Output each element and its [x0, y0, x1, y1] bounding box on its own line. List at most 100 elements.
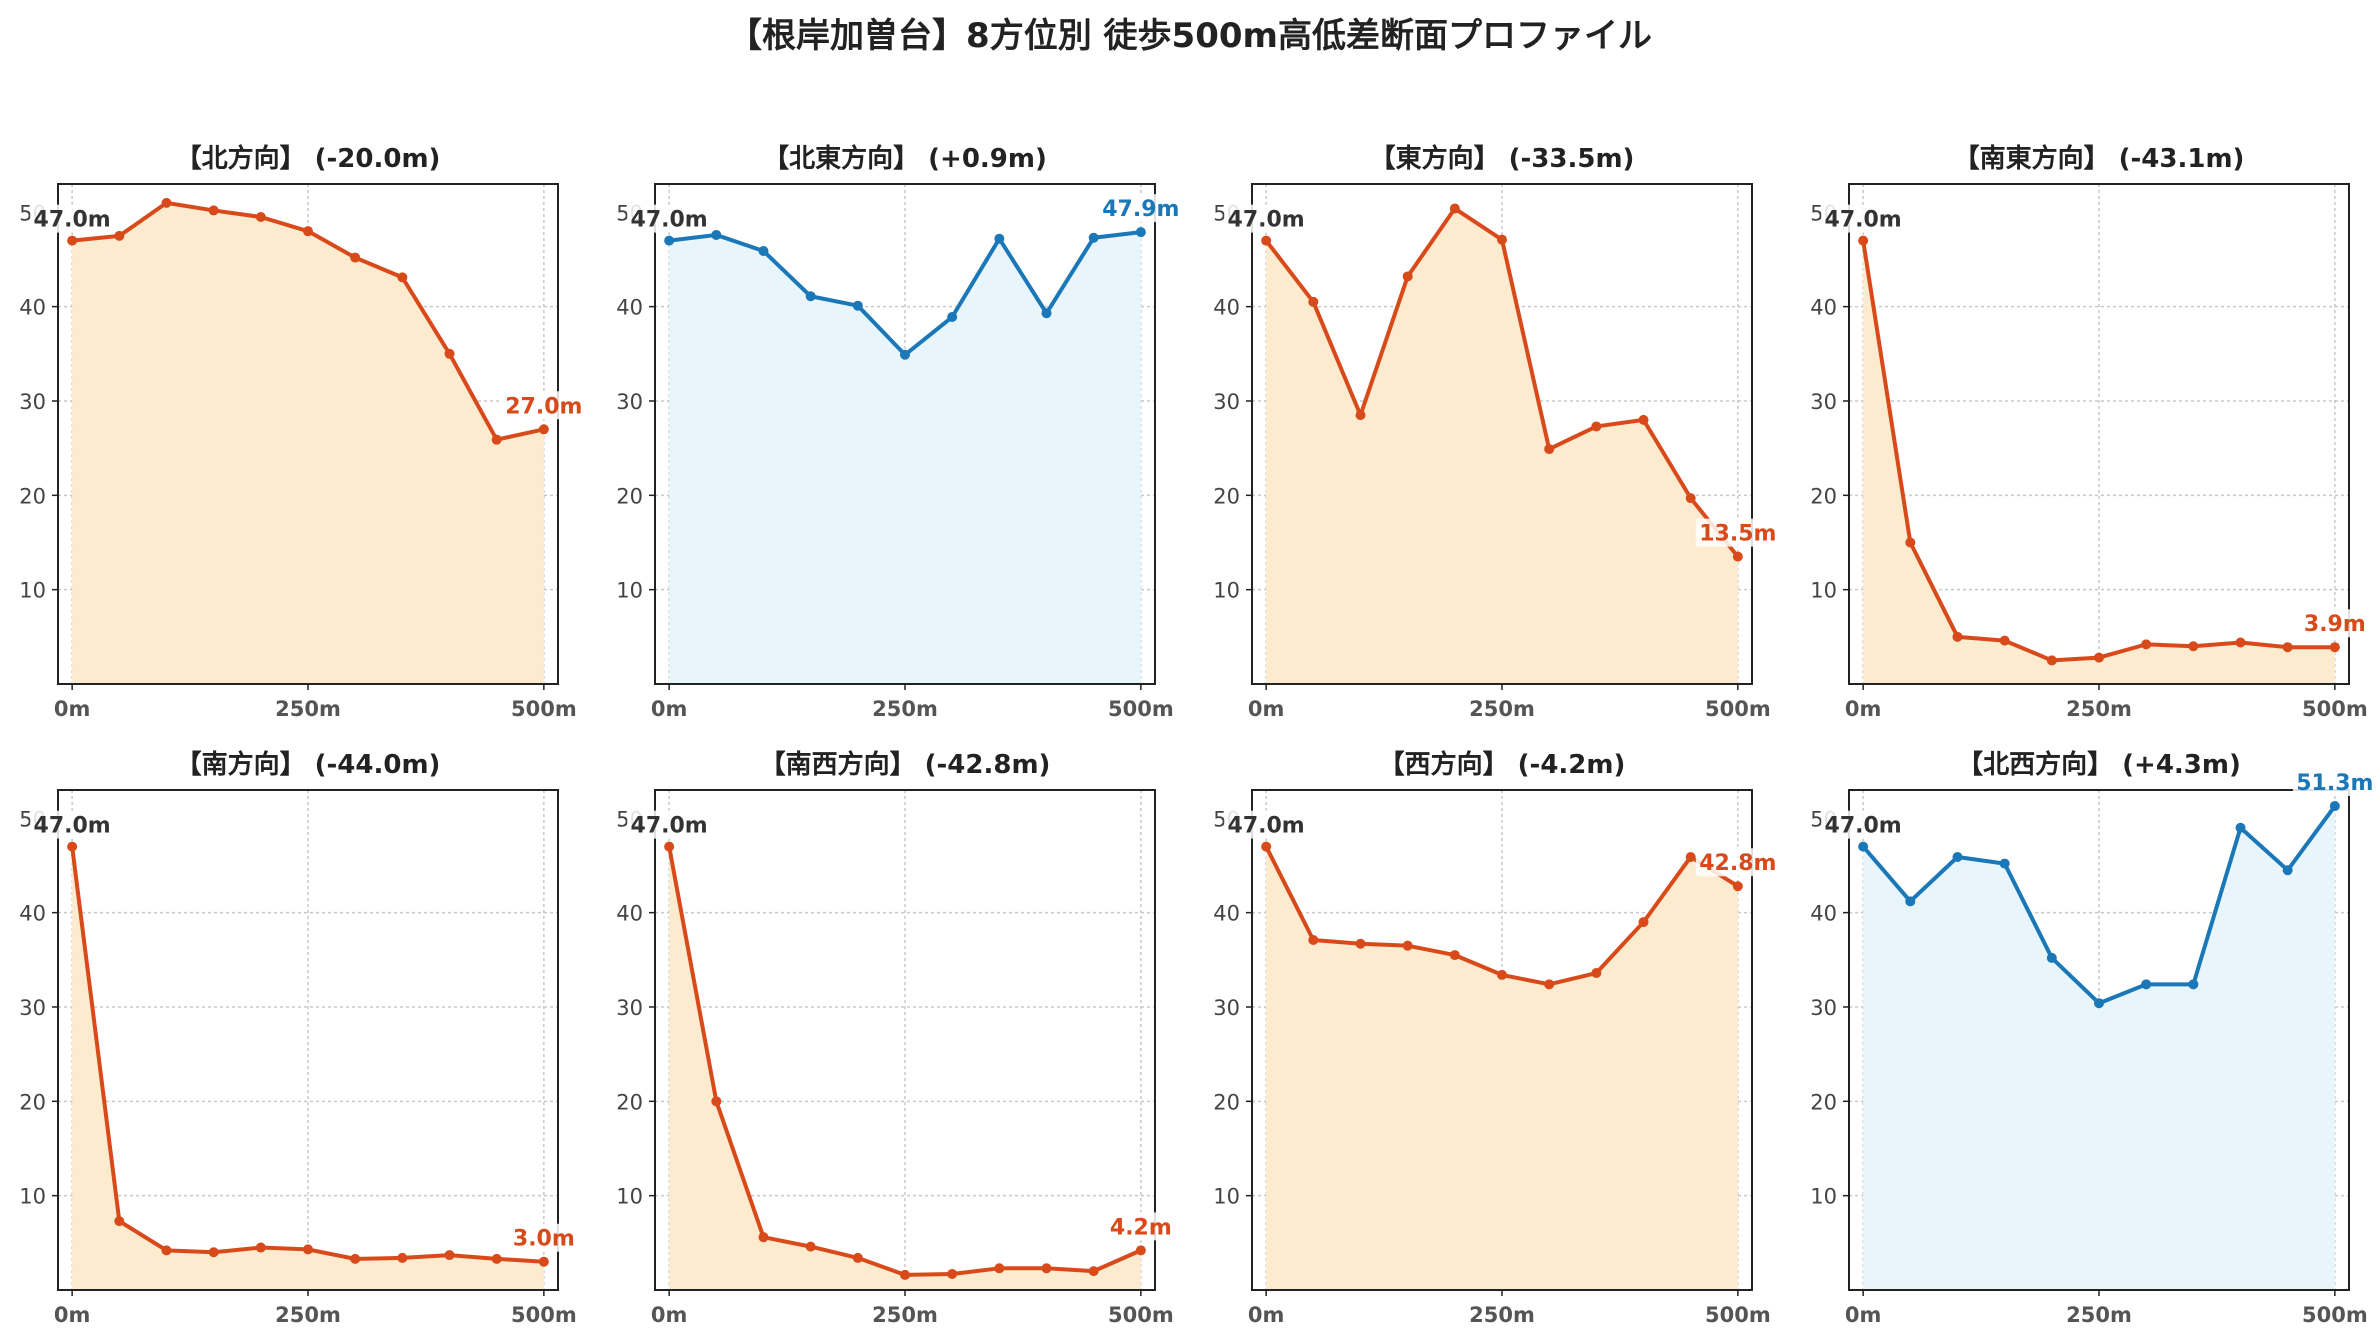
y-tick-label: 40: [1213, 296, 1240, 320]
y-tick-label: 10: [1213, 579, 1240, 603]
x-tick-label: 500m: [511, 697, 577, 721]
data-point: [161, 1245, 172, 1256]
data-point: [758, 245, 769, 256]
x-tick-label: 250m: [2066, 1303, 2132, 1327]
data-point: [2329, 801, 2340, 812]
end-label: 3.0m: [513, 1227, 575, 1252]
end-label: 3.9m: [2304, 612, 2366, 637]
data-point: [711, 229, 722, 240]
start-label-box: [1821, 204, 1900, 233]
data-point: [1449, 203, 1460, 214]
x-tick-label: 500m: [1108, 697, 1174, 721]
data-point: [2282, 865, 2293, 876]
data-point: [1402, 940, 1413, 951]
data-point: [303, 226, 313, 237]
y-tick-label: 20: [19, 1090, 46, 1114]
x-tick-label: 0m: [651, 697, 688, 721]
x-tick-label: 250m: [275, 697, 341, 721]
x-tick-label: 250m: [872, 697, 938, 721]
data-point: [208, 205, 219, 216]
data-point: [900, 349, 910, 360]
y-tick-label: 10: [19, 579, 46, 603]
data-point: [1497, 969, 1507, 980]
data-point: [1308, 296, 1319, 307]
data-point: [2235, 822, 2246, 833]
area-fill: [669, 232, 1141, 684]
data-point: [444, 348, 455, 359]
y-tick-label: 30: [616, 996, 643, 1020]
end-label-box: [1695, 518, 1778, 547]
data-point: [397, 272, 408, 283]
data-point: [208, 1247, 219, 1258]
data-point: [161, 197, 172, 208]
y-tick-label: 20: [1213, 484, 1240, 508]
subplot-title: 【南方向】 (-44.0m): [176, 749, 441, 780]
data-point: [947, 312, 958, 323]
data-point: [1858, 235, 1869, 246]
data-point: [1544, 979, 1555, 990]
data-point: [1952, 631, 1963, 642]
data-point: [1638, 917, 1649, 928]
end-label: 51.3m: [2296, 771, 2373, 796]
data-point: [1638, 414, 1649, 425]
data-point: [1041, 308, 1052, 319]
data-point: [538, 424, 549, 435]
y-tick-label: 20: [616, 1090, 643, 1114]
y-tick-label: 20: [616, 484, 643, 508]
data-point: [444, 1250, 455, 1261]
end-label: 42.8m: [1699, 851, 1776, 876]
data-point: [2141, 639, 2152, 650]
y-tick-label: 30: [1810, 996, 1837, 1020]
figure-title: 【根岸加曽台】8方位別 徒歩500m高低差断面プロファイル: [728, 16, 1652, 56]
y-tick-label: 30: [1810, 390, 1837, 414]
end-label-box: [1695, 848, 1778, 877]
data-point: [114, 230, 125, 241]
data-point: [1858, 841, 1869, 852]
data-point: [900, 1269, 910, 1280]
x-tick-label: 500m: [1705, 1303, 1771, 1327]
data-point: [1591, 968, 1602, 979]
y-tick-label: 40: [1213, 902, 1240, 926]
start-label-box: [1821, 810, 1900, 839]
x-tick-label: 500m: [2302, 1303, 2368, 1327]
data-point: [2094, 652, 2104, 663]
area-fill: [72, 202, 544, 684]
data-point: [805, 1241, 816, 1252]
end-label-box: [501, 391, 584, 420]
y-tick-label: 20: [1810, 1090, 1837, 1114]
subplot-7: 【西方向】 (-4.2m)10203040500m250m500m47.0m42…: [1213, 749, 1778, 1327]
start-label: 47.0m: [1228, 814, 1305, 839]
x-tick-label: 0m: [1845, 697, 1882, 721]
end-label-box: [2292, 768, 2375, 797]
y-tick-label: 40: [616, 296, 643, 320]
y-tick-label: 40: [1810, 902, 1837, 926]
subplot-4: 【南東方向】 (-43.1m)10203040500m250m500m47.0m…: [1810, 143, 2375, 721]
end-label: 4.2m: [1110, 1215, 1172, 1240]
y-tick-label: 10: [616, 579, 643, 603]
data-point: [2188, 979, 2199, 990]
data-point: [255, 212, 266, 223]
y-tick-label: 10: [19, 1185, 46, 1209]
y-tick-label: 10: [1810, 1185, 1837, 1209]
end-label-box: [1098, 194, 1181, 223]
start-label-box: [627, 810, 706, 839]
x-tick-label: 0m: [1248, 697, 1285, 721]
data-point: [1308, 935, 1319, 945]
subplot-1: 【北方向】 (-20.0m)10203040500m250m500m47.0m2…: [19, 143, 584, 721]
data-point: [491, 1253, 502, 1264]
data-point: [1402, 271, 1413, 282]
start-label: 47.0m: [1825, 814, 1902, 839]
data-point: [711, 1096, 722, 1107]
x-tick-label: 0m: [651, 1303, 688, 1327]
data-point: [491, 434, 502, 445]
data-point: [1732, 881, 1743, 892]
data-point: [852, 300, 863, 311]
data-point: [947, 1268, 958, 1279]
data-point: [67, 235, 78, 246]
y-tick-label: 30: [19, 996, 46, 1020]
data-point: [1685, 851, 1696, 862]
end-label: 47.9m: [1102, 197, 1179, 222]
data-point: [758, 1232, 769, 1243]
area-fill: [669, 846, 1141, 1290]
